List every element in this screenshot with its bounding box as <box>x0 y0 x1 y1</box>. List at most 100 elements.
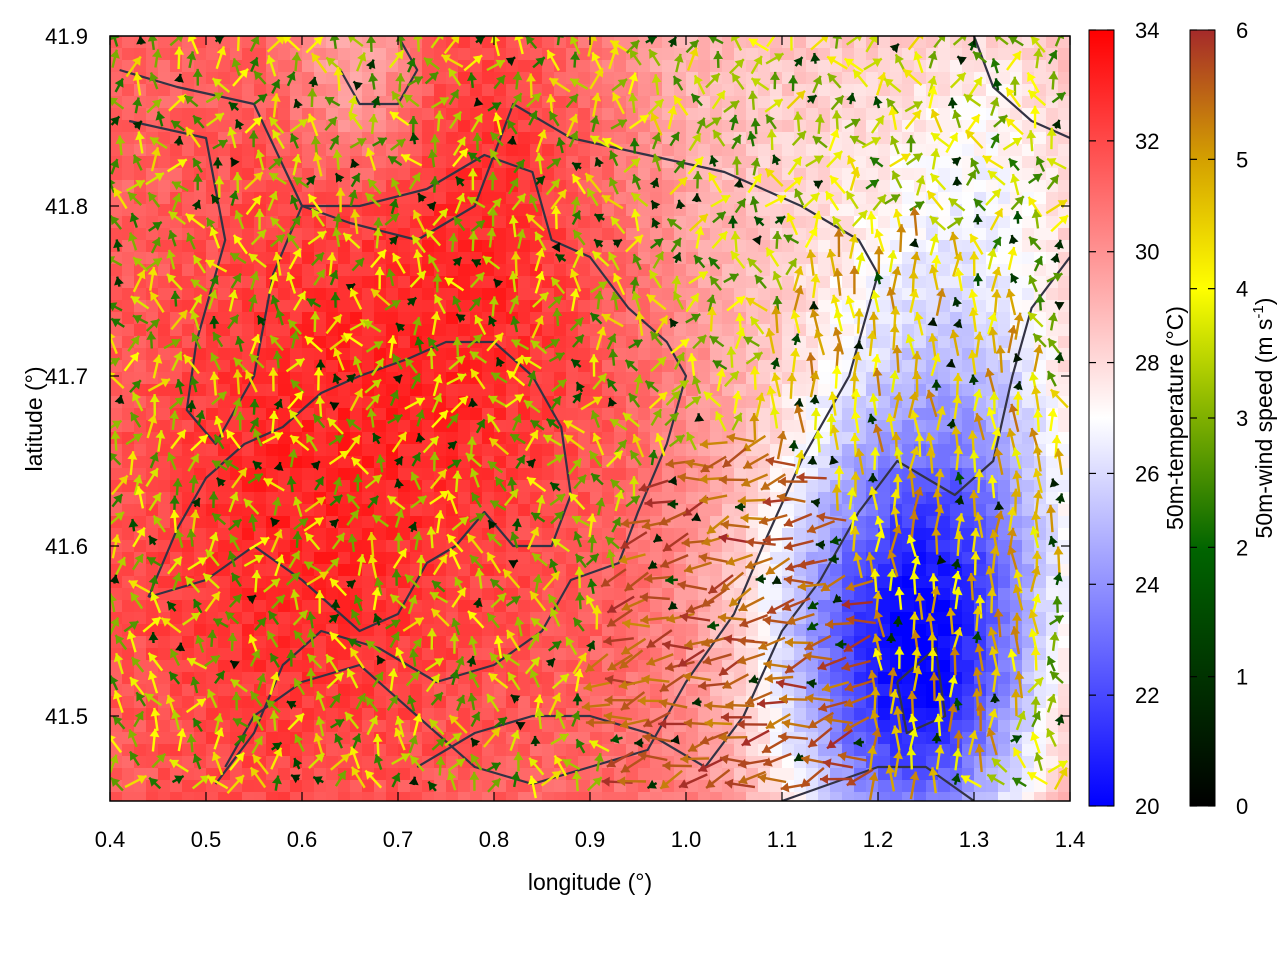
heatmap-cell <box>1058 480 1070 493</box>
heatmap-cell <box>194 36 207 49</box>
heatmap-cell <box>614 192 627 205</box>
heatmap-cell <box>902 192 915 205</box>
heatmap-cell <box>302 48 315 61</box>
heatmap-cell <box>938 108 951 121</box>
heatmap-cell <box>290 108 303 121</box>
heatmap-cell <box>362 168 375 181</box>
heatmap-cell <box>218 744 231 757</box>
heatmap-cell <box>374 348 387 361</box>
heatmap-cell <box>218 528 231 541</box>
heatmap-cell <box>470 60 483 73</box>
heatmap-cell <box>638 120 651 133</box>
heatmap-cell <box>950 60 963 73</box>
heatmap-cell <box>122 600 135 613</box>
heatmap-cell <box>302 756 315 769</box>
heatmap-cell <box>578 156 591 169</box>
heatmap-cell <box>746 60 759 73</box>
heatmap-cell <box>326 48 339 61</box>
heatmap-cell <box>638 96 651 109</box>
heatmap-cell <box>614 636 627 649</box>
heatmap-cell <box>422 108 435 121</box>
heatmap-cell <box>962 504 975 517</box>
heatmap-cell <box>914 120 927 133</box>
heatmap-cell <box>818 96 831 109</box>
heatmap-cell <box>1022 660 1035 673</box>
heatmap-cell <box>374 540 387 553</box>
heatmap-cell <box>578 96 591 109</box>
heatmap-cell <box>386 48 399 61</box>
heatmap-cell <box>1022 480 1035 493</box>
heatmap-cell <box>422 216 435 229</box>
heatmap-cell <box>242 192 255 205</box>
heatmap-cell <box>686 624 699 637</box>
heatmap-cell <box>686 204 699 217</box>
heatmap-cell <box>746 84 759 97</box>
heatmap-cell <box>1046 288 1059 301</box>
heatmap-cell <box>362 228 375 241</box>
heatmap-cell <box>818 120 831 133</box>
heatmap-cell <box>578 60 591 73</box>
heatmap-cell <box>578 372 591 385</box>
heatmap-cell <box>266 720 279 733</box>
heatmap-cell <box>842 132 855 145</box>
heatmap-cell <box>878 744 891 757</box>
heatmap-cell <box>446 132 459 145</box>
heatmap-cell <box>998 744 1011 757</box>
heatmap-cell <box>638 468 651 481</box>
heatmap-cell <box>626 264 639 277</box>
heatmap-cell <box>686 480 699 493</box>
heatmap-cell <box>914 300 927 313</box>
heatmap-cell <box>794 528 807 541</box>
heatmap-cell <box>158 192 171 205</box>
heatmap-cell <box>614 132 627 145</box>
heatmap-cell <box>722 504 735 517</box>
heatmap-cell <box>434 120 447 133</box>
heatmap-cell <box>218 288 231 301</box>
heatmap-cell <box>158 732 171 745</box>
heatmap-cell <box>362 96 375 109</box>
heatmap-cell <box>182 72 195 85</box>
heatmap-cell <box>170 324 183 337</box>
heatmap-cell <box>986 144 999 157</box>
heatmap-cell <box>614 528 627 541</box>
heatmap-cell <box>626 108 639 121</box>
heatmap-cell <box>998 672 1011 685</box>
heatmap-cell <box>662 48 675 61</box>
heatmap-cell <box>530 72 543 85</box>
heatmap-cell <box>722 624 735 637</box>
heatmap-cell <box>962 648 975 661</box>
heatmap-cell <box>458 120 471 133</box>
heatmap-cell <box>422 732 435 745</box>
heatmap-cell <box>422 708 435 721</box>
heatmap-cell <box>506 192 519 205</box>
heatmap-cell <box>878 480 891 493</box>
heatmap-cell <box>710 60 723 73</box>
heatmap-cell <box>158 312 171 325</box>
heatmap-cell <box>794 48 807 61</box>
heatmap-cell <box>482 480 495 493</box>
heatmap-cell <box>1058 420 1070 433</box>
heatmap-cell <box>1058 384 1070 397</box>
heatmap-cell <box>698 576 711 589</box>
heatmap-cell <box>602 72 615 85</box>
heatmap-cell <box>734 144 747 157</box>
heatmap-cell <box>866 72 879 85</box>
heatmap-cell <box>710 144 723 157</box>
heatmap-cell <box>674 444 687 457</box>
heatmap-cell <box>722 72 735 85</box>
heatmap-cell <box>458 108 471 121</box>
heatmap-cell <box>938 540 951 553</box>
heatmap-cell <box>842 444 855 457</box>
heatmap-cell <box>302 384 315 397</box>
heatmap-cell <box>314 612 327 625</box>
heatmap-cell <box>242 624 255 637</box>
heatmap-cell <box>986 120 999 133</box>
heatmap-cell <box>314 120 327 133</box>
heatmap-cell <box>302 372 315 385</box>
heatmap-cell <box>182 192 195 205</box>
heatmap-cell <box>962 720 975 733</box>
heatmap-cell <box>1058 516 1070 529</box>
heatmap-cell <box>758 420 771 433</box>
heatmap-cell <box>134 144 147 157</box>
heatmap-cell <box>938 72 951 85</box>
